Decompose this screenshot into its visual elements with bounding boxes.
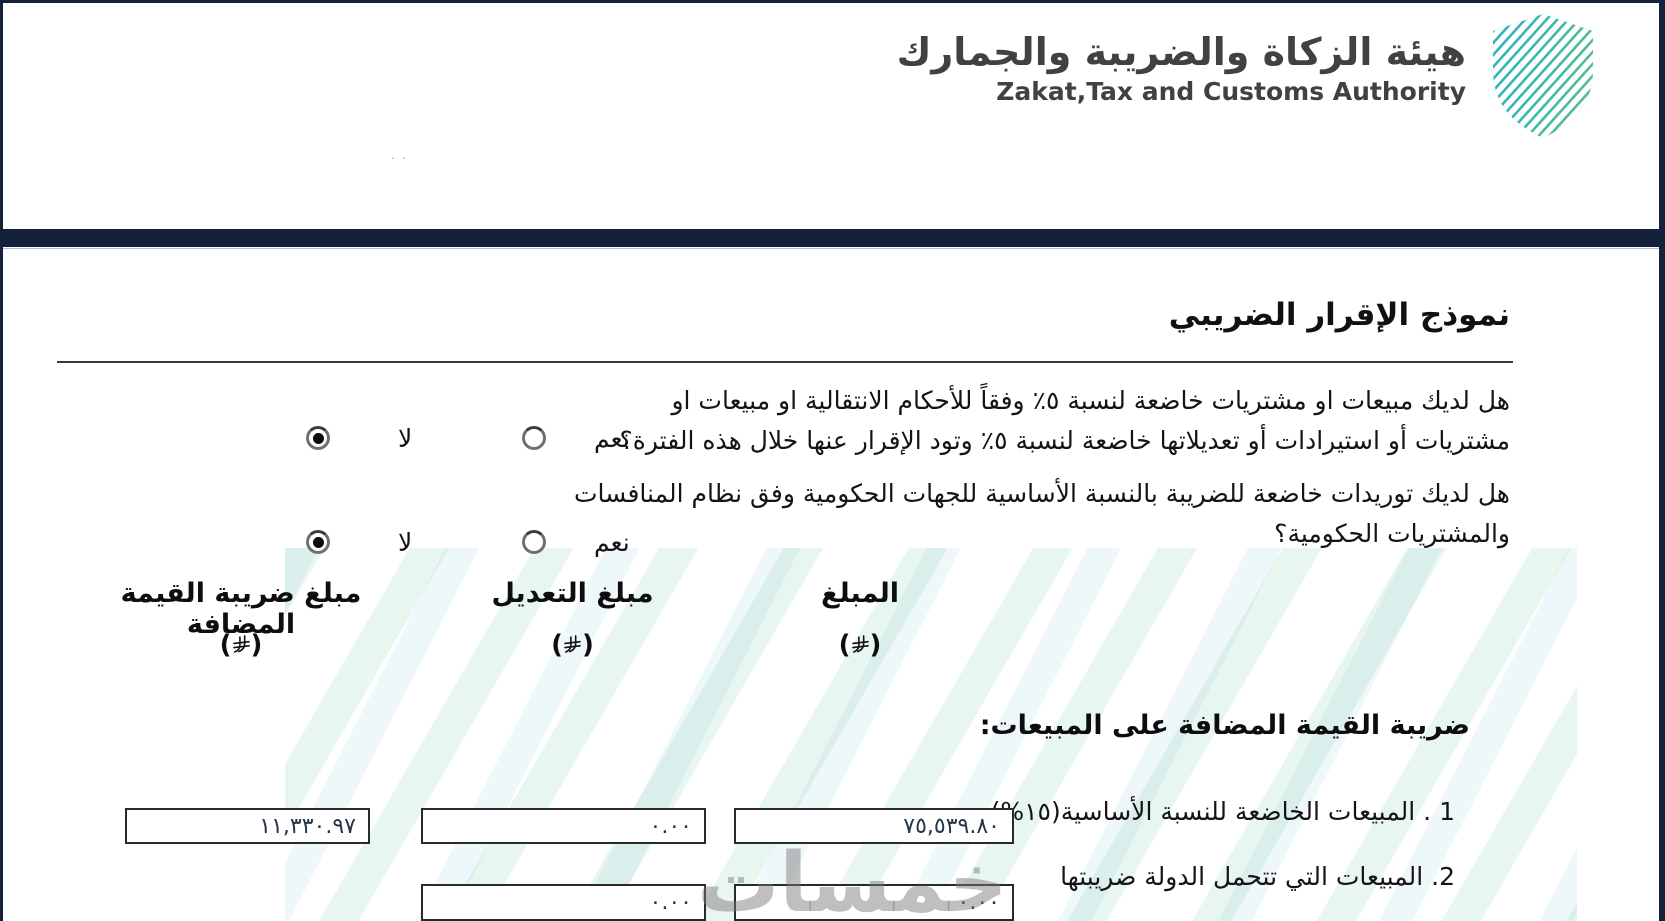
saudi-riyal-icon (564, 635, 581, 653)
question-2-no-radio[interactable] (306, 530, 330, 554)
khamsat-watermark: خمسات (697, 836, 1008, 921)
brand-name-english: Zakat,Tax and Customs Authority (996, 77, 1466, 106)
brand-name-arabic: هيئة الزكاة والضريبة والجمارك (896, 30, 1466, 74)
currency-vat: () (219, 630, 263, 660)
navy-divider-bar (0, 229, 1665, 247)
row-2-adjustment-field[interactable]: ٠.٠٠ (421, 884, 706, 921)
row-2-amount-field[interactable]: ٠.٠٠ (734, 884, 1014, 921)
question-2-line-1: هل لديك توريدات خاضعة للضريبة بالنسبة ال… (574, 479, 1510, 508)
column-header-adjustment: مبلغ التعديل (491, 578, 654, 609)
page-border-top (0, 0, 1665, 3)
question-2-yes-label: نعم (594, 528, 630, 557)
row-1-vat-field[interactable]: ١١,٣٣٠.٩٧ (125, 808, 370, 844)
section-heading-vat-on-sales: ضريبة القيمة المضافة على المبيعات: (979, 710, 1470, 741)
currency-adjustment: () (551, 630, 594, 660)
row-1-label: 1 . المبيعات الخاضعة للنسبة الأساسية(١٥%… (991, 797, 1455, 826)
question-1-line-1: هل لديك مبيعات او مشتريات خاضعة لنسبة ٥٪… (671, 386, 1510, 415)
page-border-left (0, 0, 3, 921)
row-1-amount-field[interactable]: ٧٥,٥٣٩.٨٠ (734, 808, 1014, 844)
question-1-line-2: مشتريات أو استيرادات أو تعديلاتها خاضعة … (619, 426, 1510, 455)
zatca-brand: هيئة الزكاة والضريبة والجمارك Zakat,Tax … (897, 30, 1466, 106)
page-border-right (1659, 0, 1665, 921)
question-1-no-label: لا (398, 424, 413, 453)
saudi-riyal-icon (232, 635, 250, 653)
background-stripes-watermark (285, 548, 1577, 921)
title-underline (57, 361, 1513, 363)
row-1-adjustment-field[interactable]: ٠.٠٠ (421, 808, 706, 844)
currency-amount: () (838, 630, 882, 660)
question-1-yes-radio[interactable] (522, 426, 546, 450)
column-header-vat-amount: مبلغ ضريبة القيمة المضافة (120, 578, 362, 640)
saudi-riyal-icon (851, 635, 869, 653)
scan-artifact-dots: · · (391, 152, 408, 165)
question-2-line-2: والمشتريات الحكومية؟ (1274, 519, 1510, 548)
question-1-text: هل لديك مبيعات او مشتريات خاضعة لنسبة ٥٪… (620, 381, 1510, 461)
question-2-no-label: لا (398, 528, 413, 557)
question-2-text: هل لديك توريدات خاضعة للضريبة بالنسبة ال… (574, 474, 1510, 554)
zatca-shield-logo-icon (1493, 14, 1593, 138)
question-2-yes-radio[interactable] (522, 530, 546, 554)
page-title: نموذج الإقرار الضريبي (1168, 297, 1510, 333)
question-1-yes-label: نعم (594, 424, 630, 453)
content-top-rule (3, 248, 1659, 249)
row-2-label: 2. المبيعات التي تتحمل الدولة ضريبتها (1060, 862, 1455, 891)
column-header-amount: المبلغ (821, 578, 899, 609)
question-1-no-radio[interactable] (306, 426, 330, 450)
